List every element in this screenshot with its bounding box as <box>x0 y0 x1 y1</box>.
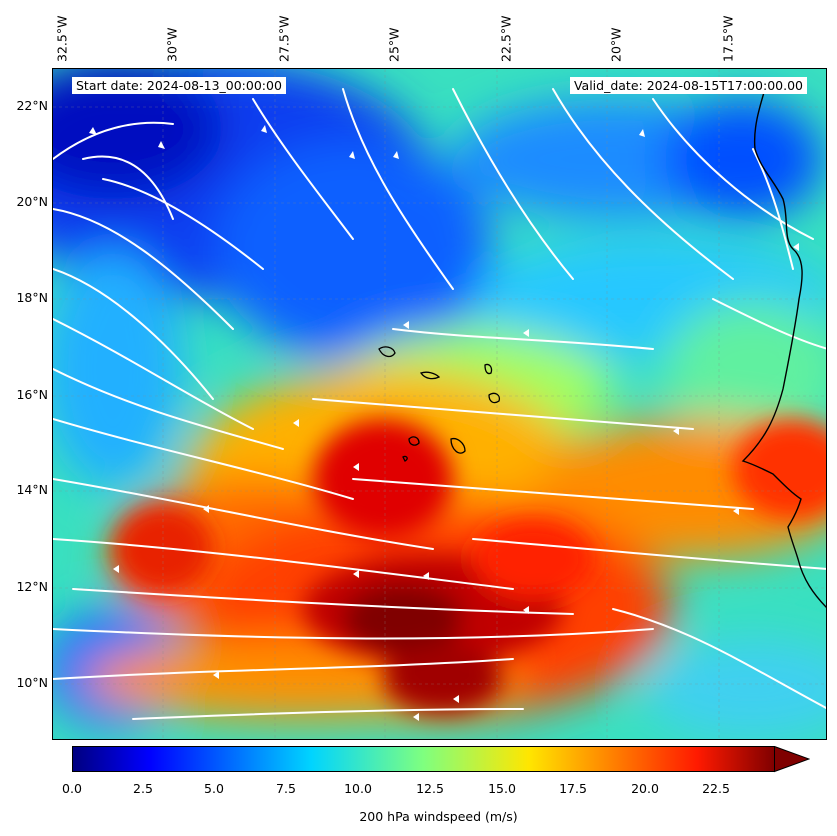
windspeed-field <box>53 69 826 739</box>
colorbar-tick-5: 5.0 <box>204 781 224 796</box>
lon-label-25w: 25°W <box>386 27 402 62</box>
colorbar-tick-2-5: 2.5 <box>133 781 153 796</box>
lat-label-18n: 18°N <box>16 290 48 305</box>
colorbar-tick-20: 20.0 <box>631 781 659 796</box>
colorbar-tick-22-5: 22.5 <box>702 781 730 796</box>
windspeed-map <box>53 69 826 739</box>
colorbar-extend-arrow <box>774 746 810 773</box>
colorbar <box>72 746 810 773</box>
lat-label-10n: 10°N <box>16 675 48 690</box>
start-date-label: Start date: 2024-08-13_00:00:00 <box>72 77 286 94</box>
colorbar-tick-7-5: 7.5 <box>276 781 296 796</box>
lon-label-27-5w: 27.5°W <box>276 15 292 62</box>
streamlines <box>53 88 826 720</box>
map-panel: Start date: 2024-08-13_00:00:00 Valid_da… <box>52 68 827 740</box>
lat-label-16n: 16°N <box>16 387 48 402</box>
colorbar-tick-12-5: 12.5 <box>416 781 444 796</box>
lon-label-20w: 20°W <box>608 27 624 62</box>
lat-label-12n: 12°N <box>16 579 48 594</box>
colorbar-tick-0: 0.0 <box>62 781 82 796</box>
valid-date-label: Valid_date: 2024-08-15T17:00:00.00 <box>569 77 807 94</box>
lon-label-30w: 30°W <box>164 27 180 62</box>
colorbar-tick-17-5: 17.5 <box>559 781 587 796</box>
lon-label-22-5w: 22.5°W <box>498 15 514 62</box>
lat-label-22n: 22°N <box>16 98 48 113</box>
lon-label-17-5w: 17.5°W <box>720 15 736 62</box>
colorbar-tick-10: 10.0 <box>344 781 372 796</box>
colorbar-label: 200 hPa windspeed (m/s) <box>359 809 518 824</box>
colorbar-tick-15: 15.0 <box>488 781 516 796</box>
streamline-arrows <box>89 125 799 721</box>
lat-label-20n: 20°N <box>16 194 48 209</box>
lon-label-32-5w: 32.5°W <box>54 15 70 62</box>
lat-label-14n: 14°N <box>16 482 48 497</box>
coastline <box>741 88 826 608</box>
cape-verde-islands <box>378 346 501 462</box>
